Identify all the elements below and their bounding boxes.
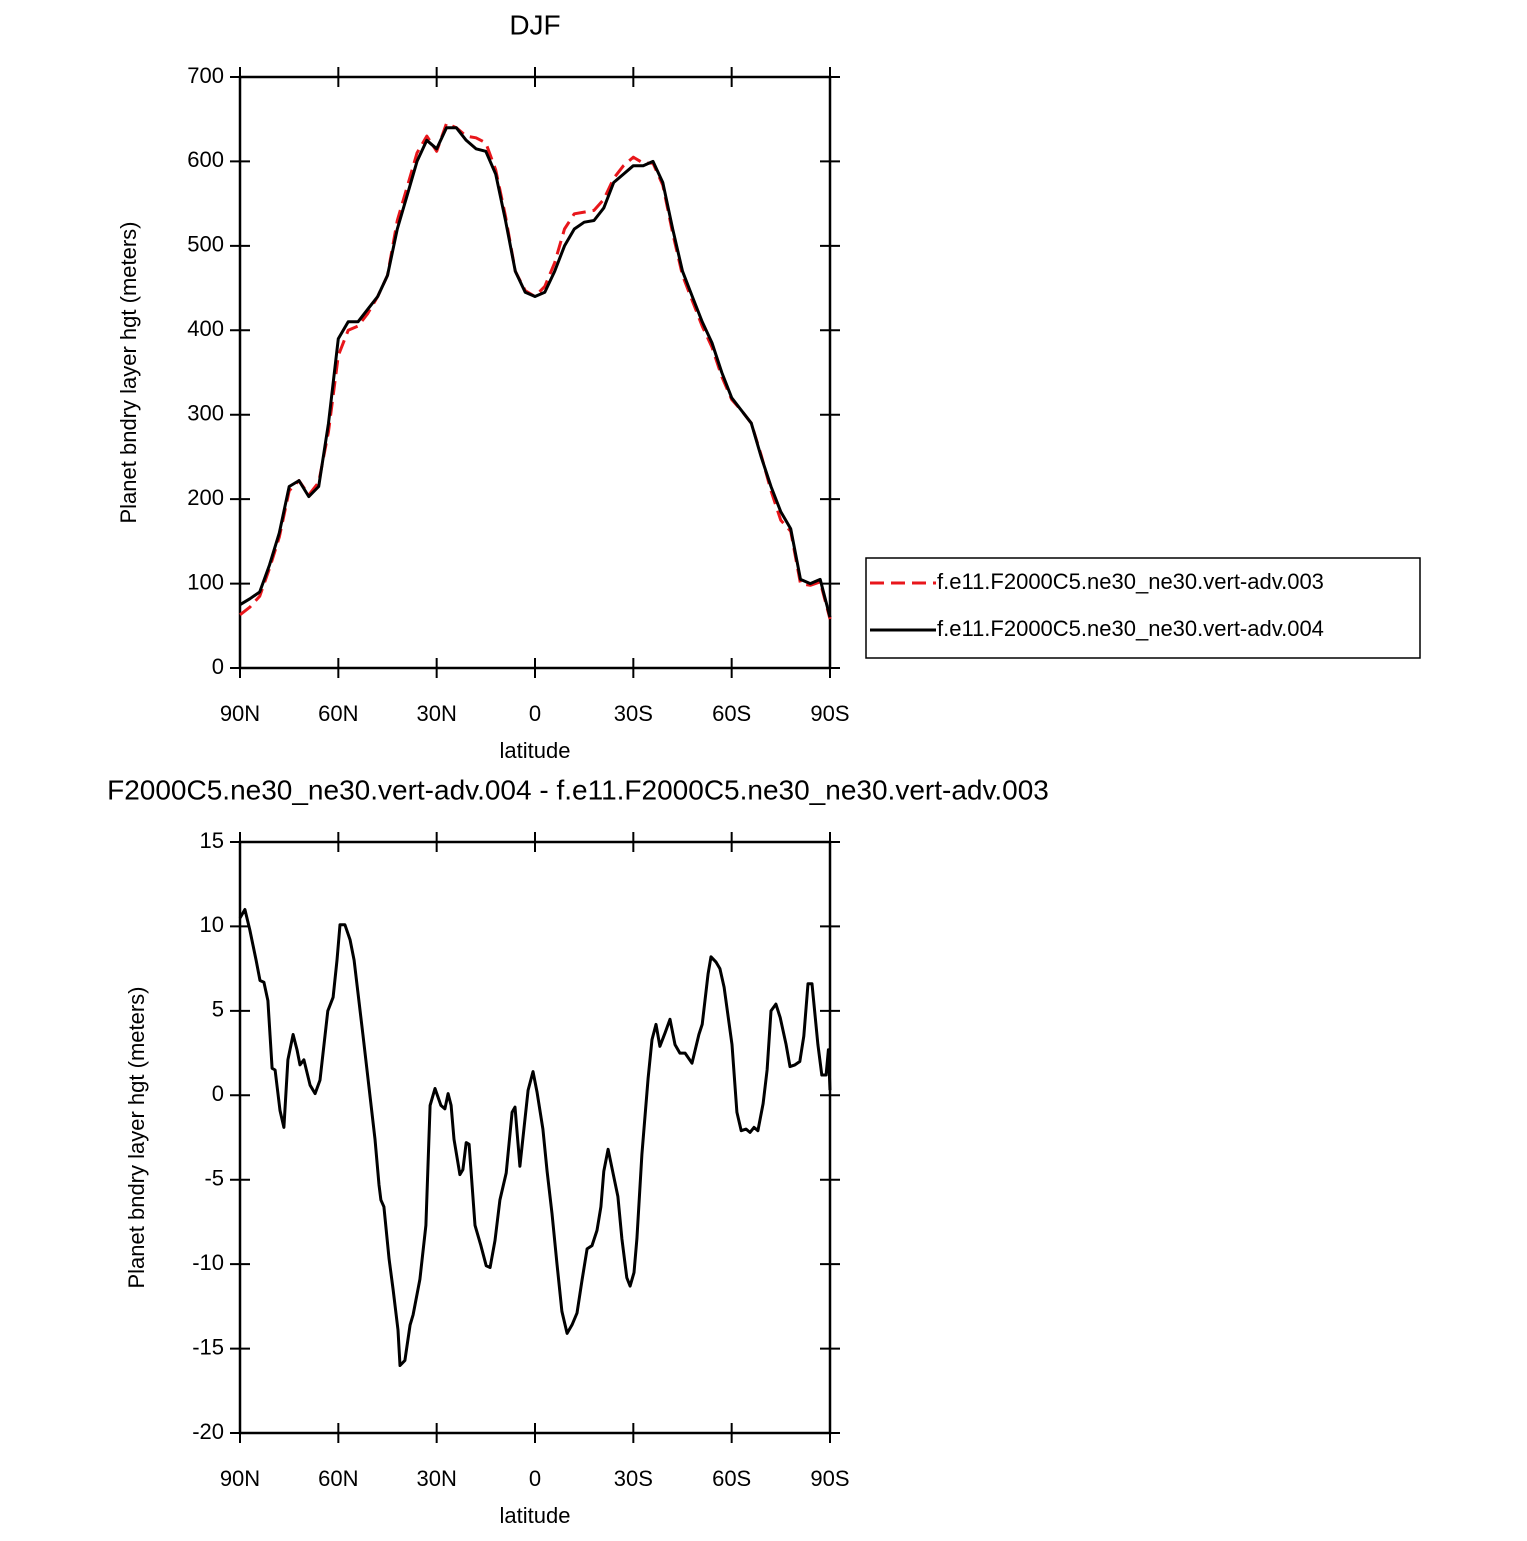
y-tick-label: 700	[187, 63, 224, 88]
y-tick-label: 200	[187, 485, 224, 510]
y-tick-label: 5	[212, 997, 224, 1022]
x-tick-label: 60S	[712, 701, 751, 726]
x-tick-label: 30N	[416, 701, 456, 726]
y-tick-label: -15	[192, 1334, 224, 1359]
y-tick-label: -20	[192, 1419, 224, 1444]
x-tick-label: 0	[529, 1466, 541, 1491]
x-tick-label: 90S	[810, 1466, 849, 1491]
x-tick-label: 90S	[810, 701, 849, 726]
plot-frame	[238, 75, 832, 670]
y-axis-label: Planet bndry layer hgt (meters)	[116, 221, 141, 523]
x-tick-label: 60N	[318, 701, 358, 726]
x-tick-label: 60S	[712, 1466, 751, 1491]
x-tick-label: 90N	[220, 1466, 260, 1491]
y-tick-label: 0	[212, 654, 224, 679]
legend-box	[865, 557, 1421, 659]
data-line	[239, 121, 832, 620]
data-line	[238, 908, 832, 1367]
chart-title: DJF	[509, 9, 560, 40]
x-axis-label: latitude	[500, 1503, 571, 1528]
chart-title: F2000C5.ne30_ne30.vert-adv.004 - f.e11.F…	[107, 774, 1049, 805]
y-tick-label: 500	[187, 232, 224, 257]
legend-label: f.e11.F2000C5.ne30_ne30.vert-adv.003	[937, 569, 1324, 594]
y-tick-label: 400	[187, 316, 224, 341]
y-tick-label: -10	[192, 1250, 224, 1275]
x-tick-label: 30N	[416, 1466, 456, 1491]
x-axis-label: latitude	[500, 738, 571, 763]
legend-label: f.e11.F2000C5.ne30_ne30.vert-adv.004	[937, 616, 1324, 641]
y-tick-label: 10	[200, 912, 224, 937]
y-tick-label: 100	[187, 569, 224, 594]
x-tick-label: 60N	[318, 1466, 358, 1491]
x-tick-label: 30S	[614, 701, 653, 726]
y-tick-label: 600	[187, 147, 224, 172]
x-tick-label: 0	[529, 701, 541, 726]
y-axis-label: Planet bndry layer hgt (meters)	[124, 986, 149, 1288]
plot-frame	[238, 840, 832, 1435]
y-tick-label: 300	[187, 401, 224, 426]
y-tick-label: 15	[200, 828, 224, 853]
y-tick-label: 0	[212, 1081, 224, 1106]
x-tick-label: 30S	[614, 1466, 653, 1491]
data-line	[239, 126, 832, 618]
x-tick-label: 90N	[220, 701, 260, 726]
y-tick-label: -5	[204, 1166, 224, 1191]
